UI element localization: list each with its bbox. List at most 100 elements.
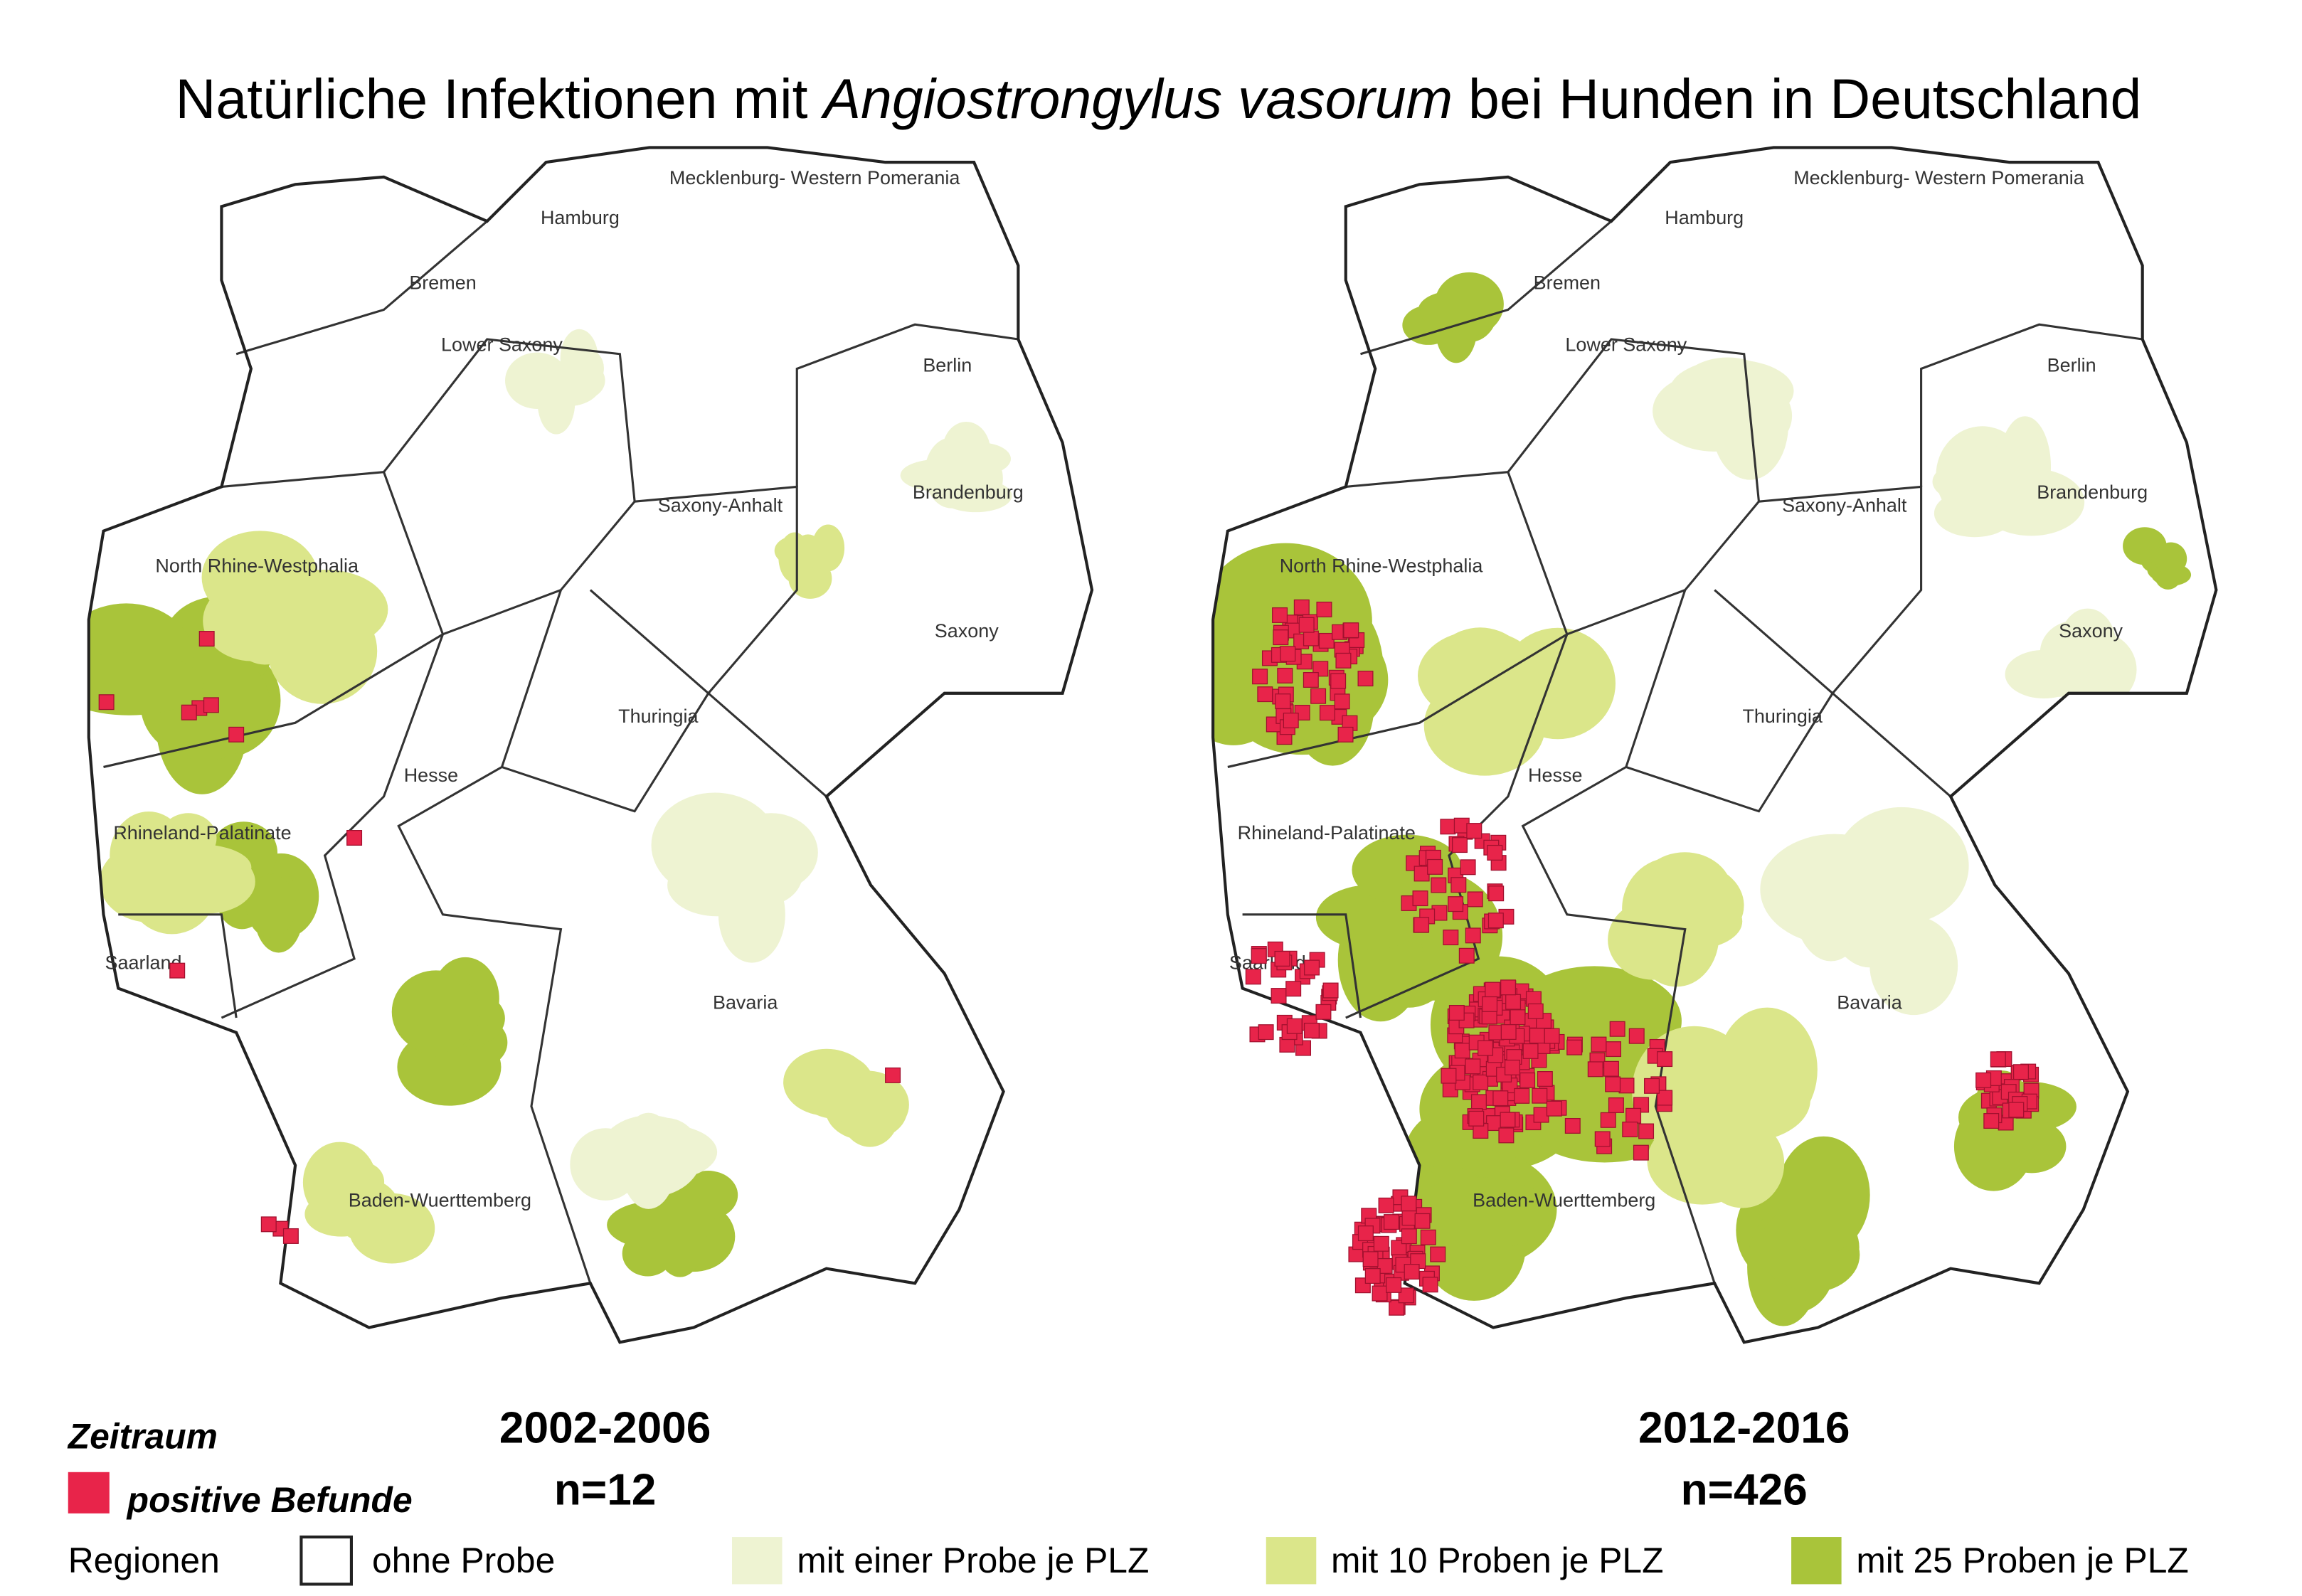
state-border (1714, 485, 1923, 695)
positive-finding (1466, 823, 1482, 839)
state-border (235, 220, 488, 356)
positive-finding (1334, 693, 1350, 710)
postcode-area (839, 1075, 901, 1147)
positive-finding (1603, 1060, 1619, 1077)
postcode-area (1434, 272, 1504, 336)
positive-finding (1364, 1268, 1381, 1284)
positive-finding (1414, 1213, 1431, 1229)
region-label: Baden-Wuerttemberg (1473, 1189, 1655, 1211)
positive-finding (1519, 1072, 1536, 1088)
postcode-area (1638, 863, 1744, 948)
positive-finding (2012, 1064, 2029, 1080)
positive-finding (1465, 1058, 1481, 1075)
legend-label: Regionen (68, 1541, 220, 1580)
positive-finding (1608, 1097, 1624, 1113)
positive-finding (1245, 969, 1261, 985)
region-label: Rhineland-Palatinate (1238, 822, 1416, 844)
positive-finding (1413, 917, 1430, 933)
positive-finding (198, 631, 215, 647)
positive-finding (1430, 1246, 1446, 1262)
positive-finding (1252, 669, 1268, 685)
postcode-area (1685, 1072, 1771, 1151)
positive-finding (1622, 1122, 1638, 1138)
region-label: North Rhine-Westphalia (155, 555, 359, 577)
positive-finding (1401, 1228, 1417, 1245)
region-label: Lower Saxony (441, 334, 563, 356)
positive-finding (1566, 1039, 1583, 1055)
positive-finding (1657, 1051, 1673, 1068)
positive-finding (1591, 1036, 1607, 1053)
state-border (501, 692, 710, 813)
region-label: Hamburg (541, 207, 620, 228)
positive-finding (1280, 646, 1296, 662)
postcode-area (1834, 807, 1969, 925)
state-border (1345, 634, 1569, 1019)
positive-finding (1440, 819, 1456, 835)
positive-finding (1473, 1074, 1489, 1090)
title-part: Natürliche Infektionen mit (175, 68, 823, 130)
state-border (221, 634, 444, 1019)
state-border (795, 323, 1019, 487)
positive-finding (1522, 1043, 1539, 1059)
legend-swatch (299, 1535, 353, 1586)
region-label: Bremen (409, 272, 476, 293)
positive-finding (1514, 1087, 1530, 1104)
positive-finding (1357, 1225, 1374, 1242)
positive-finding (98, 694, 115, 711)
postcode-area (1777, 1136, 1870, 1254)
legend-label: mit 10 Proben je PLZ (1331, 1541, 1663, 1580)
positive-finding (1316, 601, 1332, 617)
positive-finding (1492, 1090, 1509, 1107)
positive-finding (1310, 688, 1327, 704)
positive-finding (1537, 1070, 1553, 1087)
positive-finding (1277, 667, 1293, 683)
positive-finding (1487, 913, 1504, 929)
legend-label: mit 25 Proben je PLZ (1856, 1541, 2188, 1580)
region-label: Rhineland-Palatinate (113, 822, 291, 844)
positive-finding (1303, 630, 1319, 647)
region-label: North Rhine-Westphalia (1280, 555, 1483, 577)
positive-finding (1258, 1024, 1274, 1041)
postcode-area (246, 874, 296, 938)
legend-swatch (1791, 1537, 1842, 1585)
positive-finding (1482, 996, 1498, 1012)
positive-finding (1529, 1028, 1545, 1044)
postcode-area (1485, 647, 1571, 728)
positive-finding (1990, 1051, 2006, 1068)
region-label: Mecklenburg- Western Pomerania (1793, 167, 2084, 188)
positive-finding (1498, 1127, 1515, 1144)
sample-count: n=426 (1681, 1465, 1808, 1514)
positive-finding (1318, 632, 1335, 649)
positive-finding (1401, 1196, 1417, 1212)
positive-finding (1458, 947, 1475, 964)
state-border (707, 692, 827, 798)
maps: Mecklenburg- Western Pomerania Hamburg Bre… (87, 146, 2218, 1344)
region-label: Bavaria (713, 992, 778, 1014)
postcode-area (160, 849, 255, 914)
region-label: Berlin (923, 355, 972, 376)
positive-finding (1633, 1144, 1649, 1161)
region-label: Lower Saxony (1565, 334, 1687, 356)
positive-finding (1422, 1277, 1438, 1293)
positive-finding (1330, 673, 1347, 689)
positive-finding (1274, 950, 1290, 967)
positive-finding (885, 1067, 901, 1083)
postcode-area (620, 1112, 677, 1209)
region-label: Saxony (935, 620, 999, 642)
positive-finding (1527, 1003, 1544, 1019)
positive-finding (181, 704, 197, 720)
positive-finding (1460, 859, 1476, 876)
title-part: bei Hunden in Deutschland (1453, 68, 2141, 130)
positive-finding (1505, 994, 1522, 1010)
country-fill (88, 147, 1093, 1343)
positive-finding (282, 1228, 299, 1244)
postcode-area (2053, 630, 2137, 708)
positive-finding (1628, 1028, 1645, 1044)
positive-finding (1427, 858, 1443, 875)
positive-finding (1488, 885, 1505, 902)
region-label: Mecklenburg- Western Pomerania (669, 167, 960, 188)
country-border (1211, 146, 2218, 1344)
positive-finding (1386, 1277, 1402, 1293)
positive-finding (1303, 671, 1319, 688)
